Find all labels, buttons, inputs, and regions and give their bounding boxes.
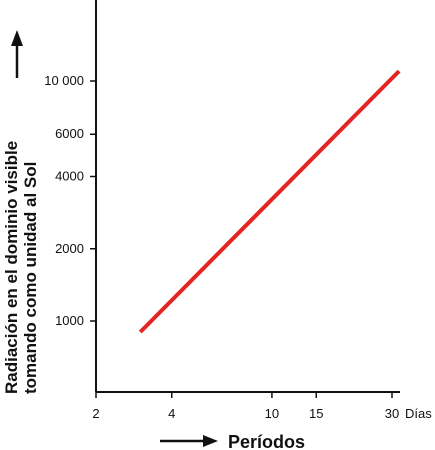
- x-unit-label: Días: [405, 406, 432, 421]
- y-tick-label: 10 000: [44, 73, 84, 88]
- y-ticks: 1000 2000 4000 6000 10 000: [44, 73, 96, 328]
- y-tick-label: 4000: [55, 169, 84, 184]
- series: [138, 69, 401, 334]
- y-tick-label: 6000: [55, 126, 84, 141]
- x-ticks: 2 4 10 15 30: [92, 392, 399, 421]
- y-axis-arrow-head: [11, 30, 23, 46]
- series-line: [138, 69, 401, 334]
- y-axis-title-group: Radiación en el dominio visible tomando …: [2, 30, 40, 394]
- y-tick-label: 1000: [55, 313, 84, 328]
- x-axis-title: Períodos: [228, 432, 305, 450]
- x-axis-title-group: Períodos: [160, 432, 305, 450]
- x-tick-label: 4: [168, 406, 175, 421]
- x-axis-arrow-head: [203, 435, 218, 447]
- x-tick-label: 30: [385, 406, 399, 421]
- x-tick-label: 2: [92, 406, 99, 421]
- y-axis-title-line1: Radiación en el dominio visible: [2, 141, 21, 394]
- y-axis-title-line2: tomando como unidad al Sol: [21, 162, 40, 394]
- y-tick-label: 2000: [55, 241, 84, 256]
- x-tick-label: 15: [309, 406, 323, 421]
- x-tick-label: 10: [265, 406, 279, 421]
- axes: [95, 0, 400, 393]
